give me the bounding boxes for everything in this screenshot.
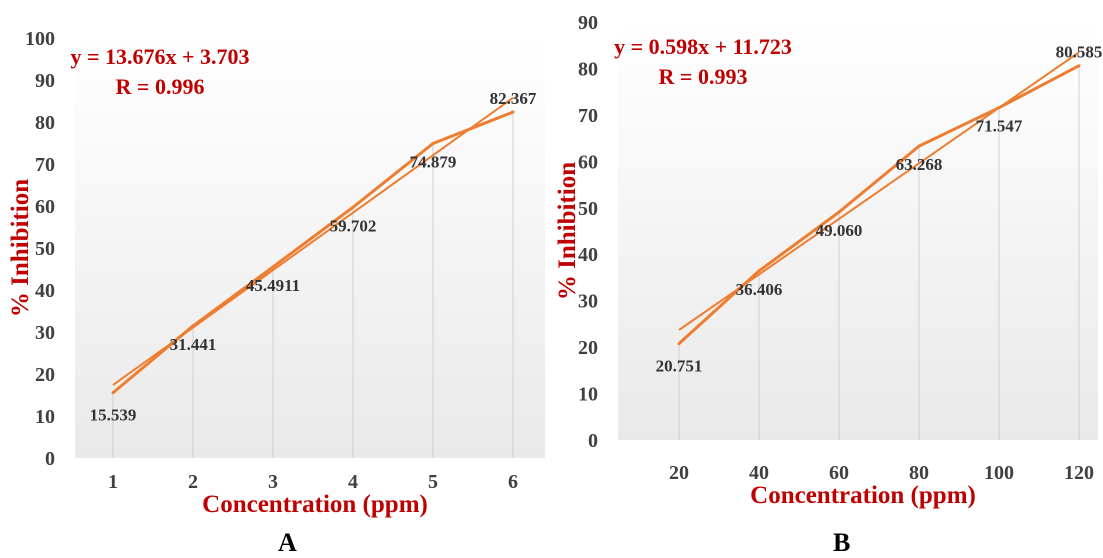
y-tick-label: 30 — [578, 291, 598, 313]
data-point — [351, 205, 355, 209]
y-tick-label: 50 — [578, 198, 598, 220]
x-tick-label: 60 — [829, 462, 849, 484]
plot-background — [75, 38, 545, 458]
data-label: 36.406 — [736, 280, 783, 299]
data-point — [837, 210, 841, 214]
series-line — [677, 64, 1080, 345]
x-tick-label: 3 — [268, 471, 278, 493]
y-tick-label: 70 — [578, 105, 598, 127]
plot-background — [618, 22, 1098, 440]
trendline-equation: y = 0.598x + 11.723 — [614, 34, 792, 59]
data-label: 59.702 — [330, 216, 377, 235]
data-label: 63.268 — [896, 155, 943, 174]
x-tick-label: 100 — [984, 462, 1014, 484]
y-tick-label: 50 — [35, 238, 55, 260]
y-tick-label: 20 — [35, 364, 55, 386]
y-tick-label: 20 — [578, 337, 598, 359]
data-label: 20.751 — [656, 357, 703, 376]
y-tick-label: 30 — [35, 322, 55, 344]
data-label: 82.367 — [490, 89, 537, 108]
r-value: R = 0.993 — [659, 64, 748, 89]
data-label: 71.547 — [976, 117, 1023, 136]
r-value: R = 0.996 — [116, 74, 205, 99]
data-label: 45.4911 — [246, 276, 300, 295]
x-tick-label: 5 — [428, 471, 438, 493]
y-tick-label: 10 — [578, 384, 598, 406]
data-point — [111, 391, 115, 395]
x-axis-title: Concentration (ppm) — [202, 491, 428, 518]
y-tick-label: 10 — [35, 406, 55, 428]
data-point — [191, 324, 195, 328]
panel-label-a: A — [278, 528, 297, 557]
chart-b-svg: 0 10 20 30 40 50 60 70 80 90 20 40 60 80 100 120 20.751 3… — [554, 12, 1103, 509]
y-axis-title: % Inhibition — [7, 179, 34, 317]
data-point — [917, 144, 921, 148]
trendline-equation: y = 13.676x + 3.703 — [70, 44, 249, 69]
data-point — [677, 342, 681, 346]
x-tick-label: 120 — [1064, 462, 1094, 484]
data-point — [997, 106, 1001, 110]
y-tick-label: 70 — [35, 154, 55, 176]
y-tick-label: 80 — [578, 58, 598, 80]
data-label: 80.585 — [1056, 43, 1103, 62]
series-line — [112, 110, 514, 394]
y-axis-title: % Inhibition — [554, 162, 581, 300]
y-tick-label: 60 — [35, 196, 55, 218]
y-tick-label: 100 — [25, 28, 55, 50]
x-tick-label: 6 — [508, 471, 518, 493]
y-tick-label: 0 — [45, 448, 55, 470]
data-point — [511, 110, 515, 114]
data-point — [271, 265, 275, 269]
chart-panel-b: 0 10 20 30 40 50 60 70 80 90 20 40 60 80 100 120 20.751 3… — [553, 0, 1103, 525]
data-label: 49.060 — [816, 221, 863, 240]
x-tick-label: 1 — [108, 471, 118, 493]
x-tick-label: 80 — [909, 462, 929, 484]
chart-a-svg: 0 10 20 30 40 50 60 70 80 90 100 1 2 3 4 5 6 15.539 31.441… — [7, 28, 545, 518]
chart-panel-a: 0 10 20 30 40 50 60 70 80 90 100 1 2 3 4 5 6 15.539 31.441… — [0, 0, 550, 525]
y-tick-label: 60 — [578, 151, 598, 173]
panel-label-b: B — [833, 528, 851, 557]
data-point — [431, 142, 435, 146]
y-tick-label: 80 — [35, 112, 55, 134]
x-tick-label: 2 — [188, 471, 198, 493]
y-tick-label: 40 — [578, 244, 598, 266]
x-tick-label: 20 — [669, 462, 689, 484]
data-point — [757, 269, 761, 273]
x-axis-title: Concentration (ppm) — [750, 482, 976, 509]
y-tick-label: 90 — [35, 70, 55, 92]
x-tick-label: 4 — [348, 471, 358, 493]
y-tick-label: 90 — [578, 12, 598, 34]
data-label: 31.441 — [170, 335, 217, 354]
data-point — [1077, 64, 1081, 68]
data-label: 74.879 — [410, 153, 457, 172]
y-tick-label: 0 — [588, 430, 598, 452]
x-tick-label: 40 — [749, 462, 769, 484]
y-tick-label: 40 — [35, 280, 55, 302]
data-label: 15.539 — [90, 406, 137, 425]
